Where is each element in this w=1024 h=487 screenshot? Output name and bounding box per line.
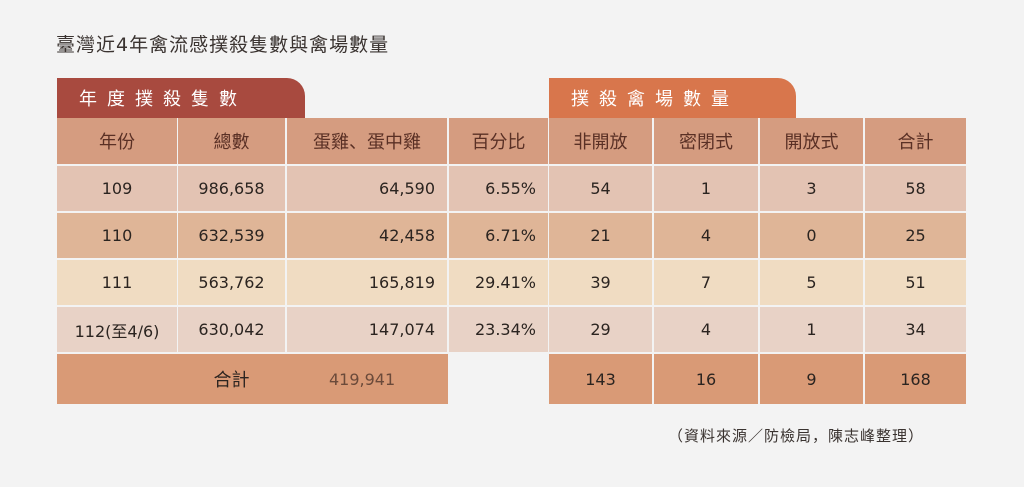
cell-percent: 6.71% [449,213,548,258]
header-layers: 蛋雞、蛋中雞 [287,118,447,164]
cell-layers: 42,458 [287,213,447,258]
cell-sum: 51 [865,260,966,305]
cell-sum: 58 [865,166,966,211]
cell-year: 110 [57,213,177,258]
header-non-open: 非開放 [549,118,652,164]
header-sum: 合計 [865,118,966,164]
cell-closed: 4 [654,307,758,352]
total-non-open: 143 [549,354,652,404]
cell-total: 986,658 [178,166,285,211]
cell-total: 630,042 [178,307,285,352]
total-layers: 419,941 [329,369,396,389]
cell-sum: 25 [865,213,966,258]
total-open: 9 [760,354,863,404]
header-percent: 百分比 [449,118,548,164]
total-closed: 16 [654,354,758,404]
cell-open: 3 [760,166,863,211]
header-year: 年份 [57,118,177,164]
cell-layers: 64,590 [287,166,447,211]
cell-year: 111 [57,260,177,305]
cell-total: 563,762 [178,260,285,305]
page-title: 臺灣近4年禽流感撲殺隻數與禽場數量 [56,34,390,56]
cell-open: 1 [760,307,863,352]
cell-non-open: 54 [549,166,652,211]
header-closed: 密閉式 [654,118,758,164]
cell-year: 109 [57,166,177,211]
total-sum: 168 [865,354,966,404]
cell-closed: 1 [654,166,758,211]
cell-total: 632,539 [178,213,285,258]
cell-open: 5 [760,260,863,305]
cell-non-open: 21 [549,213,652,258]
cell-non-open: 29 [549,307,652,352]
cell-percent: 29.41% [449,260,548,305]
cell-layers: 147,074 [287,307,447,352]
cell-closed: 7 [654,260,758,305]
total-label: 合計 [213,370,250,391]
cell-layers: 165,819 [287,260,447,305]
cell-non-open: 39 [549,260,652,305]
tab-farm-count: 撲殺禽場數量 [549,78,796,118]
source-note: （資料來源／防檢局，陳志峰整理） [668,427,925,445]
tab-annual-culling: 年度撲殺隻數 [57,78,305,118]
cell-percent: 23.34% [449,307,548,352]
cell-year: 112(至4/6) [57,307,177,352]
cell-percent: 6.55% [449,166,548,211]
header-open: 開放式 [760,118,863,164]
header-total: 總數 [178,118,285,164]
cell-open: 0 [760,213,863,258]
cell-closed: 4 [654,213,758,258]
cell-sum: 34 [865,307,966,352]
total-row-left [57,354,448,404]
